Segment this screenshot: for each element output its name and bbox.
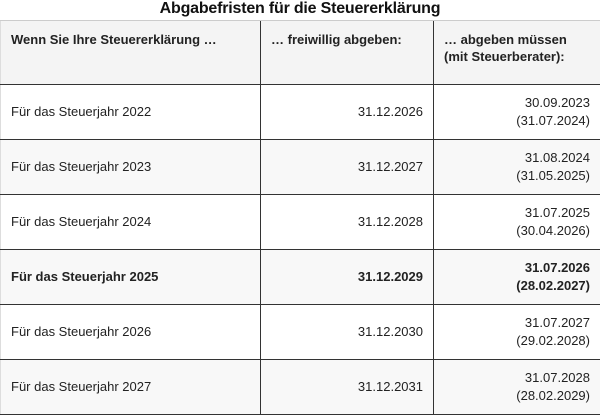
cell-voluntary: 31.12.2027	[261, 140, 434, 195]
cell-year: Für das Steuerjahr 2024	[1, 195, 261, 250]
cell-year: Für das Steuerjahr 2022	[1, 85, 261, 140]
cell-mandatory: 31.07.2027(29.02.2028)	[434, 305, 600, 360]
header-mandatory-line2: (mit Steuerberater):	[444, 48, 590, 65]
advisor-date: (28.02.2027)	[444, 277, 590, 295]
cell-mandatory: 31.08.2024(31.05.2025)	[434, 140, 600, 195]
cell-mandatory: 31.07.2026(28.02.2027)	[434, 250, 600, 305]
advisor-date: (30.04.2026)	[444, 222, 590, 240]
cell-voluntary: 31.12.2026	[261, 85, 434, 140]
advisor-date: (31.05.2025)	[444, 167, 590, 185]
header-year: Wenn Sie Ihre Steuererklärung …	[1, 21, 261, 85]
deadlines-table: Wenn Sie Ihre Steuererklärung … … freiwi…	[0, 20, 600, 415]
table-title: Abgabefristen für die Steuererklärung	[0, 0, 600, 20]
mandatory-date: 30.09.2023	[444, 94, 590, 112]
cell-mandatory: 31.07.2028(28.02.2029)	[434, 360, 600, 415]
cell-year: Für das Steuerjahr 2027	[1, 360, 261, 415]
cell-year: Für das Steuerjahr 2026	[1, 305, 261, 360]
advisor-date: (29.02.2028)	[444, 332, 590, 350]
advisor-date: (31.07.2024)	[444, 112, 590, 130]
table-header-row: Wenn Sie Ihre Steuererklärung … … freiwi…	[1, 21, 600, 85]
mandatory-date: 31.07.2025	[444, 204, 590, 222]
cell-voluntary: 31.12.2028	[261, 195, 434, 250]
mandatory-date: 31.07.2026	[444, 259, 590, 277]
cell-mandatory: 30.09.2023(31.07.2024)	[434, 85, 600, 140]
cell-mandatory: 31.07.2025(30.04.2026)	[434, 195, 600, 250]
cell-year: Für das Steuerjahr 2023	[1, 140, 261, 195]
cell-year: Für das Steuerjahr 2025	[1, 250, 261, 305]
mandatory-date: 31.07.2027	[444, 314, 590, 332]
cell-voluntary: 31.12.2031	[261, 360, 434, 415]
header-mandatory: … abgeben müssen(mit Steuerberater):	[434, 21, 600, 85]
mandatory-date: 31.08.2024	[444, 149, 590, 167]
cell-voluntary: 31.12.2029	[261, 250, 434, 305]
header-mandatory-line1: … abgeben müssen	[444, 31, 590, 48]
advisor-date: (28.02.2029)	[444, 387, 590, 405]
mandatory-date: 31.07.2028	[444, 369, 590, 387]
header-voluntary: … freiwillig abgeben:	[261, 21, 434, 85]
cell-voluntary: 31.12.2030	[261, 305, 434, 360]
